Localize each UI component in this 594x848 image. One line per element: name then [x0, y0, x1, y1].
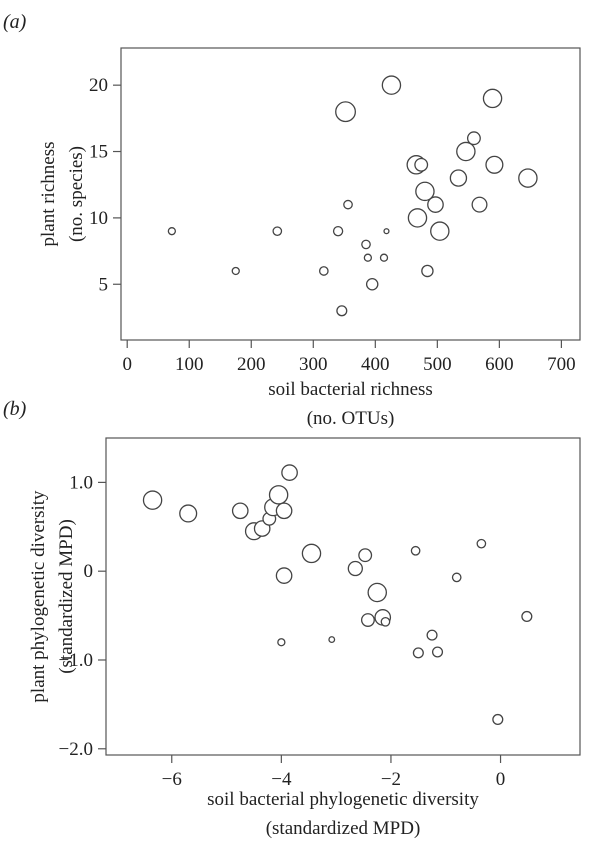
y-tick-label: −1.0 [59, 650, 93, 671]
data-point [426, 629, 438, 641]
x-tick-label: 600 [485, 354, 514, 375]
data-point [343, 199, 353, 210]
data-point [476, 538, 487, 549]
x-tick-label: −4 [271, 769, 292, 790]
y-axis-title: (standardized MPD) [56, 519, 77, 674]
data-point [407, 208, 428, 228]
data-point [318, 266, 329, 276]
data-point [179, 504, 198, 523]
x-tick-label: 0 [496, 769, 506, 790]
panel-label: (b) [3, 398, 27, 420]
data-point [466, 131, 481, 146]
y-axis-title: plant richness [38, 141, 59, 246]
y-axis-title: (no. species) [66, 146, 87, 242]
data-point [518, 168, 538, 188]
data-point [415, 181, 435, 202]
data-point [485, 155, 504, 174]
y-tick-label: 5 [99, 274, 109, 295]
data-point [361, 239, 371, 250]
x-tick-label: 0 [122, 354, 132, 375]
data-point [301, 543, 322, 564]
x-tick-label: −2 [381, 769, 401, 790]
x-tick-label: 200 [237, 354, 266, 375]
x-axis-title: soil bacterial phylogenetic diversity [207, 789, 479, 810]
data-point [277, 638, 286, 647]
data-point [367, 582, 387, 603]
data-point [167, 227, 177, 236]
data-point [431, 646, 444, 658]
chart-panel-1: (a) 0 100 200 300 400 500 600 700 5 10 15 20 soil bac… [3, 11, 581, 429]
data-point [456, 141, 476, 162]
data-point [281, 464, 298, 481]
data-point [381, 75, 402, 95]
data-point [421, 264, 434, 278]
data-point [412, 647, 424, 659]
data-point [365, 278, 379, 291]
data-point [430, 221, 450, 241]
x-tick-label: 400 [361, 354, 390, 375]
data-point [231, 502, 249, 520]
x-axis-title: (no. OTUs) [307, 408, 395, 429]
data-point [275, 567, 293, 584]
data-point [347, 560, 363, 577]
x-tick-label: 300 [299, 354, 328, 375]
y-tick-label: 0 [84, 561, 94, 582]
data-point [142, 490, 163, 510]
data-point [379, 253, 389, 262]
y-tick-label: −2.0 [59, 739, 93, 760]
y-tick-label: 1.0 [69, 472, 93, 493]
data-point [410, 545, 421, 556]
x-tick-label: 700 [547, 354, 576, 375]
data-point [336, 305, 348, 317]
data-point [272, 226, 283, 237]
data-point [449, 169, 468, 187]
data-point [427, 196, 444, 213]
x-tick-label: −6 [162, 769, 182, 790]
data-point [482, 88, 503, 109]
y-axis-title: plant phylogenetic diversity [28, 490, 49, 703]
data-point [363, 253, 373, 262]
data-point [332, 225, 344, 237]
x-axis-title: soil bacterial richness [268, 379, 433, 400]
data-point [335, 101, 356, 123]
chart-panel-2: (b) −6 −4 −2 0 1.0 0 −1.0 −2.0 soil bacterial phy… [3, 398, 581, 839]
data-point [414, 157, 429, 172]
data-point [231, 266, 240, 276]
plot-frame [105, 437, 581, 756]
y-tick-label: 20 [89, 75, 108, 96]
data-point [521, 610, 533, 623]
y-tick-label: 10 [89, 208, 108, 229]
data-point [451, 572, 462, 583]
data-point [328, 636, 336, 644]
data-point [275, 502, 293, 520]
data-point [268, 485, 289, 505]
y-tick-label: 15 [89, 142, 108, 163]
data-point [358, 548, 373, 563]
data-point [492, 713, 504, 726]
plot-frame [120, 47, 581, 341]
x-axis-title: (standardized MPD) [266, 818, 421, 839]
data-point [360, 613, 375, 627]
x-tick-label: 100 [175, 354, 204, 375]
data-point [471, 196, 488, 213]
panel-label: (a) [3, 11, 27, 33]
data-point [380, 616, 391, 627]
x-tick-label: 500 [423, 354, 452, 375]
data-point [383, 228, 390, 235]
